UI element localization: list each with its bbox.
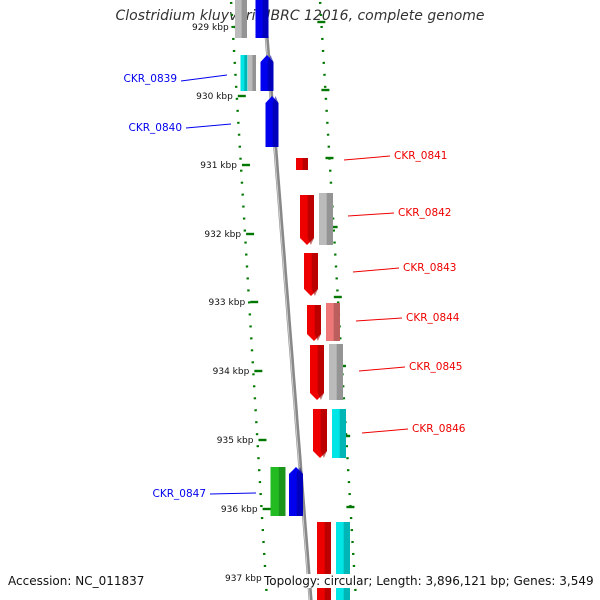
gene-leader-line [355, 317, 403, 322]
label-track: CKR_0839 CKR_0840 CKR_0841 CKR_0842 CKR_0843… [124, 73, 466, 500]
gray-feature[interactable] [248, 55, 256, 91]
gene-arrow-plus[interactable] [300, 195, 314, 245]
tick-label: 932 kbp [204, 230, 241, 240]
gene-leader-line [361, 428, 409, 434]
accession-text: Accession: NC_011837 [8, 574, 145, 588]
cyan-feature[interactable] [240, 55, 248, 91]
pink-feature[interactable] [326, 303, 340, 341]
tick-label: 937 kbp [225, 574, 262, 584]
gene-arrow-plus[interactable] [296, 158, 308, 170]
genome-summary-text: Topology: circular; Length: 3,896,121 bp… [262, 574, 594, 588]
gene-label[interactable]: CKR_0839 [124, 73, 177, 85]
gray-feature[interactable] [319, 193, 333, 245]
gene-leader-line [209, 492, 257, 495]
gene-arrow-minus[interactable] [260, 55, 274, 91]
gene-label[interactable]: CKR_0845 [409, 361, 462, 373]
gene-arrow-plus[interactable] [307, 305, 321, 341]
cyan-feature[interactable] [332, 409, 346, 458]
gray-feature[interactable] [235, 0, 247, 38]
gene-label[interactable]: CKR_0840 [129, 122, 182, 134]
green-feature[interactable] [270, 467, 286, 516]
tick-label: 930 kbp [196, 92, 233, 102]
gene-arrow-minus[interactable] [289, 467, 303, 516]
gene-label[interactable]: CKR_0844 [406, 312, 460, 324]
tick-label: 933 kbp [208, 298, 245, 308]
gene-label[interactable]: CKR_0847 [153, 488, 206, 500]
gene-label[interactable]: CKR_0846 [412, 423, 466, 435]
gene-leader-line [343, 155, 391, 161]
gene-arrow-plus[interactable] [313, 409, 327, 458]
gene-label[interactable]: CKR_0842 [398, 207, 451, 219]
map-title: Clostridium kluyveri NBRC 12016, complet… [115, 8, 485, 24]
gene-leader-line [358, 366, 406, 372]
tick-label: 934 kbp [213, 367, 250, 377]
backbone-arc [261, 0, 313, 600]
gene-label[interactable]: CKR_0841 [394, 150, 447, 162]
gene-label[interactable]: CKR_0843 [403, 262, 456, 274]
gene-arrow-minus[interactable] [255, 0, 269, 38]
tick-label: 935 kbp [217, 436, 254, 446]
gene-arrow-plus[interactable] [317, 522, 331, 600]
gene-leader-line [347, 212, 395, 217]
gray-feature[interactable] [329, 344, 343, 400]
gene-leader-line [185, 123, 232, 129]
cyan-feature[interactable] [336, 522, 350, 600]
tick-label: 929 kbp [192, 23, 229, 33]
gene-arrow-minus[interactable] [265, 96, 279, 147]
tick-label: 936 kbp [221, 505, 258, 515]
gene-arrow-plus[interactable] [310, 345, 324, 400]
gene-arrow-plus[interactable] [304, 253, 318, 296]
gene-leader-line [352, 267, 400, 273]
gene-leader-line [180, 74, 228, 82]
tick-label: 931 kbp [200, 161, 237, 171]
